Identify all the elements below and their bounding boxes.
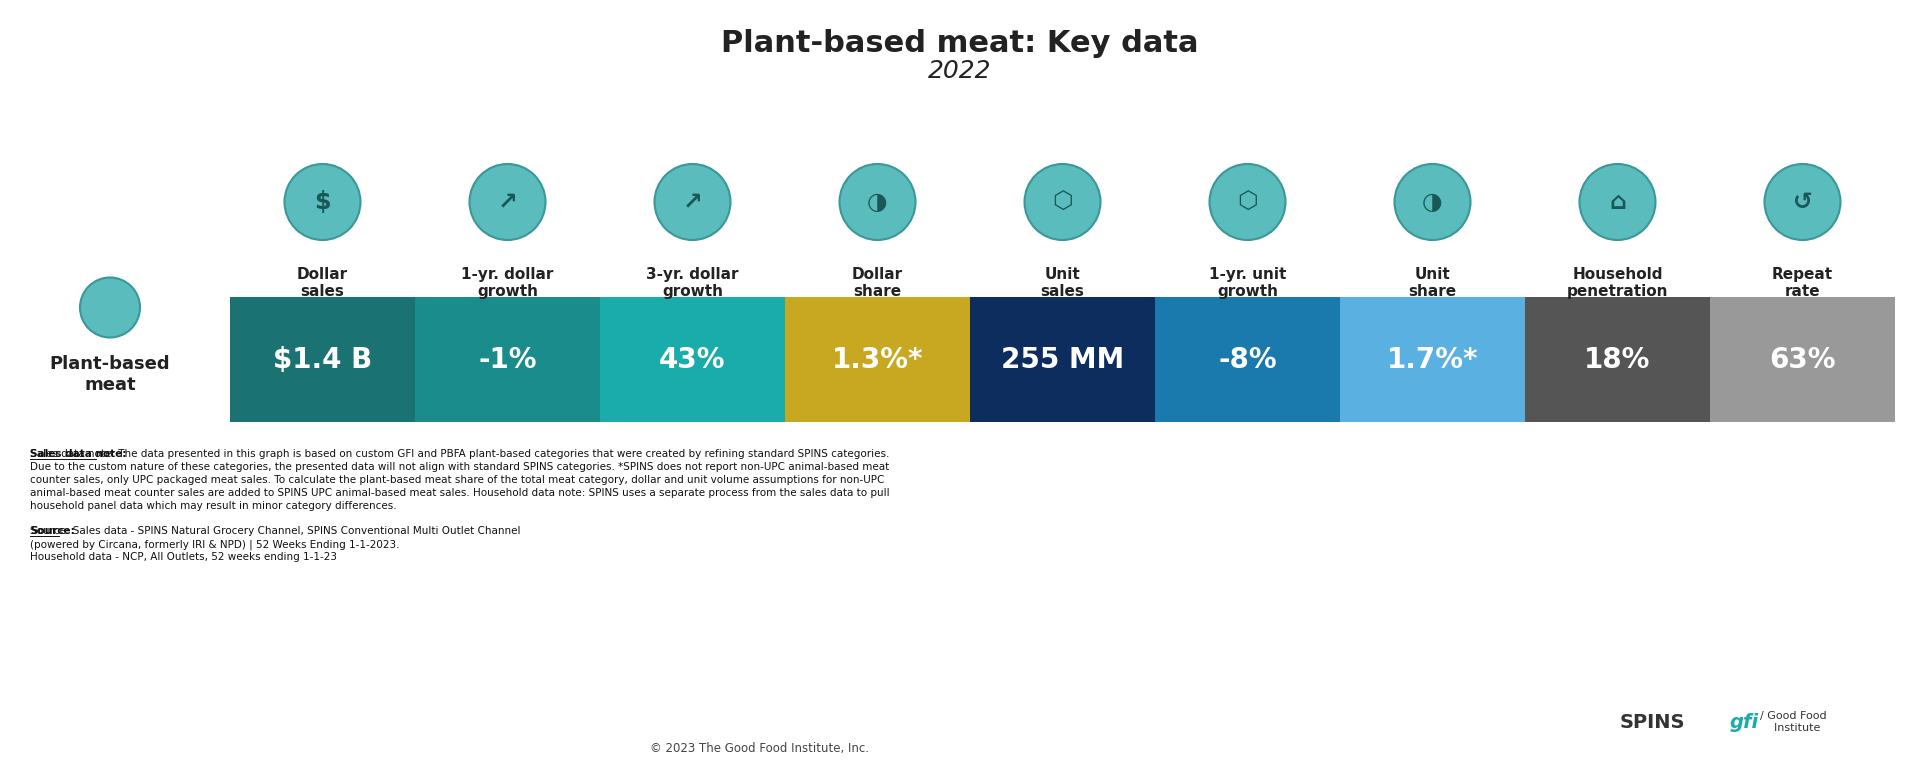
Circle shape	[1025, 164, 1100, 240]
Bar	[1340, 297, 1524, 422]
Text: Plant-based meat: Key data: Plant-based meat: Key data	[722, 29, 1198, 58]
Circle shape	[1580, 164, 1655, 240]
Text: 1-yr. unit
growth: 1-yr. unit growth	[1210, 267, 1286, 299]
Text: 1.7%*: 1.7%*	[1386, 346, 1478, 374]
Text: Sales data note: The data presented in this graph is based on custom GFI and PBF: Sales data note: The data presented in t…	[31, 449, 889, 459]
Circle shape	[1764, 164, 1841, 240]
Text: -1%: -1%	[478, 346, 538, 374]
Text: animal-based meat counter sales are added to SPINS UPC animal-based meat sales. : animal-based meat counter sales are adde…	[31, 488, 889, 498]
Text: Unit
sales: Unit sales	[1041, 267, 1085, 299]
Text: Repeat
rate: Repeat rate	[1772, 267, 1834, 299]
Text: ⬡: ⬡	[1052, 190, 1073, 214]
Text: household panel data which may result in minor category differences.: household panel data which may result in…	[31, 501, 397, 511]
Text: Due to the custom nature of these categories, the presented data will not align : Due to the custom nature of these catego…	[31, 462, 889, 472]
Bar	[1524, 297, 1711, 422]
Bar	[1711, 297, 1895, 422]
Text: 1.3%*: 1.3%*	[831, 346, 924, 374]
Text: 63%: 63%	[1768, 346, 1836, 374]
Text: 43%: 43%	[659, 346, 726, 374]
Text: counter sales, only UPC packaged meat sales. To calculate the plant-based meat s: counter sales, only UPC packaged meat sa…	[31, 475, 885, 485]
Text: Sales data note:: Sales data note:	[31, 449, 127, 459]
Text: (powered by Circana, formerly IRI & NPD) | 52 Weeks Ending 1-1-2023.: (powered by Circana, formerly IRI & NPD)…	[31, 539, 399, 549]
Bar	[230, 297, 415, 422]
Circle shape	[81, 277, 140, 337]
Text: 18%: 18%	[1584, 346, 1651, 374]
Text: Dollar
sales: Dollar sales	[298, 267, 348, 299]
Text: Household data - NCP, All Outlets, 52 weeks ending 1-1-23: Household data - NCP, All Outlets, 52 we…	[31, 552, 338, 562]
Text: ◑: ◑	[1423, 190, 1442, 214]
Text: ◑: ◑	[868, 190, 887, 214]
Text: Plant-based
meat: Plant-based meat	[50, 355, 171, 394]
Text: 1-yr. dollar
growth: 1-yr. dollar growth	[461, 267, 553, 299]
Bar	[785, 297, 970, 422]
Text: ↺: ↺	[1793, 190, 1812, 214]
Text: 2022: 2022	[927, 59, 993, 83]
Text: Household
penetration: Household penetration	[1567, 267, 1668, 299]
Text: Unit
share: Unit share	[1409, 267, 1457, 299]
Text: $1.4 B: $1.4 B	[273, 346, 372, 374]
Circle shape	[1210, 164, 1286, 240]
Text: ↗: ↗	[684, 190, 703, 214]
Bar	[1156, 297, 1340, 422]
Text: ⌂: ⌂	[1609, 190, 1626, 214]
Circle shape	[470, 164, 545, 240]
Text: © 2023 The Good Food Institute, Inc.: © 2023 The Good Food Institute, Inc.	[651, 742, 870, 755]
Bar	[415, 297, 599, 422]
Bar	[970, 297, 1156, 422]
Text: ↗: ↗	[497, 190, 516, 214]
Text: ⬡: ⬡	[1236, 190, 1258, 214]
Circle shape	[284, 164, 361, 240]
Circle shape	[839, 164, 916, 240]
Text: Source:: Source:	[31, 526, 75, 536]
Text: 3-yr. dollar
growth: 3-yr. dollar growth	[647, 267, 739, 299]
Text: SPINS: SPINS	[1620, 713, 1686, 731]
Text: Dollar
share: Dollar share	[852, 267, 902, 299]
Text: Source: Sales data - SPINS Natural Grocery Channel, SPINS Conventional Multi Out: Source: Sales data - SPINS Natural Groce…	[31, 526, 520, 536]
Bar	[599, 297, 785, 422]
Circle shape	[655, 164, 730, 240]
Circle shape	[1394, 164, 1471, 240]
Text: / Good Food
    Institute: / Good Food Institute	[1761, 711, 1826, 733]
Text: $: $	[315, 190, 330, 214]
Text: 255 MM: 255 MM	[1000, 346, 1123, 374]
Text: gfi: gfi	[1730, 713, 1759, 731]
Text: -8%: -8%	[1217, 346, 1277, 374]
